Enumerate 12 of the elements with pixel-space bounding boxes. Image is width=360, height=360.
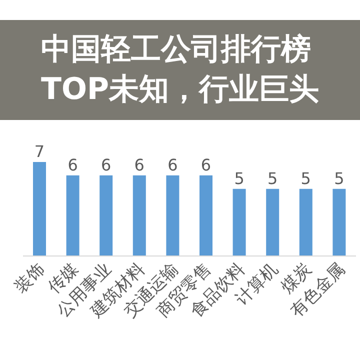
data-label: 6 xyxy=(134,155,144,174)
data-label: 6 xyxy=(101,155,112,174)
chart-title: 中国轻工公司排行榜 TOP未知，行业巨头 xyxy=(41,31,319,109)
data-label: 7 xyxy=(34,142,45,161)
data-label: 5 xyxy=(268,168,278,188)
data-label: 6 xyxy=(68,155,78,174)
data-label: 6 xyxy=(168,155,178,174)
data-label: 5 xyxy=(300,168,311,188)
data-label: 5 xyxy=(234,168,244,188)
data-label: 5 xyxy=(334,168,344,188)
x-tick-label: 装饰 xyxy=(11,259,50,298)
data-label: 6 xyxy=(200,155,212,174)
